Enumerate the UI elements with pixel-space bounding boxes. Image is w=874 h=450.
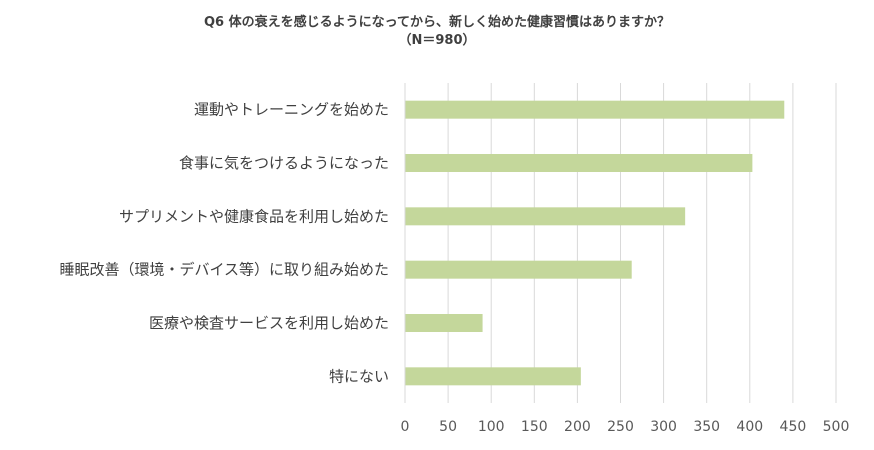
bar-1: [405, 154, 753, 172]
bar-0: [405, 100, 785, 119]
chart-subtitle: （N＝980）: [398, 33, 476, 48]
bar-4: [405, 314, 483, 332]
bar-3: [405, 260, 632, 279]
x-tick-label: 400: [736, 419, 763, 435]
category-label: 医療や検査サービスを利用し始めた: [149, 314, 389, 332]
x-tick-label: 300: [650, 419, 677, 435]
x-tick-label: 50: [439, 419, 457, 435]
category-label: 睡眠改善（環境・デバイス等）に取り組み始めた: [59, 261, 389, 279]
chart-title: Q6 体の衰えを感じるようになってから、新しく始めた健康習慣はありますか？: [204, 15, 670, 30]
x-tick-label: 150: [521, 419, 548, 435]
x-tick-label: 200: [564, 419, 591, 435]
category-label: 特にない: [329, 367, 389, 385]
x-tick-label: 450: [780, 419, 807, 435]
x-axis-tick-labels: 0 50 100 150 200 250 300 350 400 450 500: [401, 419, 850, 435]
category-label: 食事に気をつけるようになった: [179, 154, 389, 172]
bars: [405, 100, 785, 386]
bar-5: [405, 367, 581, 386]
category-label: サプリメントや健康食品を利用し始めた: [119, 207, 389, 225]
bar-2: [405, 207, 686, 226]
category-labels: 運動やトレーニングを始めた食事に気をつけるようになったサプリメントや健康食品を利…: [59, 101, 389, 386]
x-tick-label: 500: [823, 419, 850, 435]
category-label: 運動やトレーニングを始めた: [194, 101, 389, 119]
chart-title-block: Q6 体の衰えを感じるようになってから、新しく始めた健康習慣はありますか？ （N…: [0, 14, 874, 50]
x-tick-label: 250: [607, 419, 634, 435]
x-tick-label: 100: [478, 419, 505, 435]
x-tick-label: 350: [693, 419, 720, 435]
x-tick-label: 0: [401, 419, 410, 435]
grid-lines: [404, 83, 837, 403]
